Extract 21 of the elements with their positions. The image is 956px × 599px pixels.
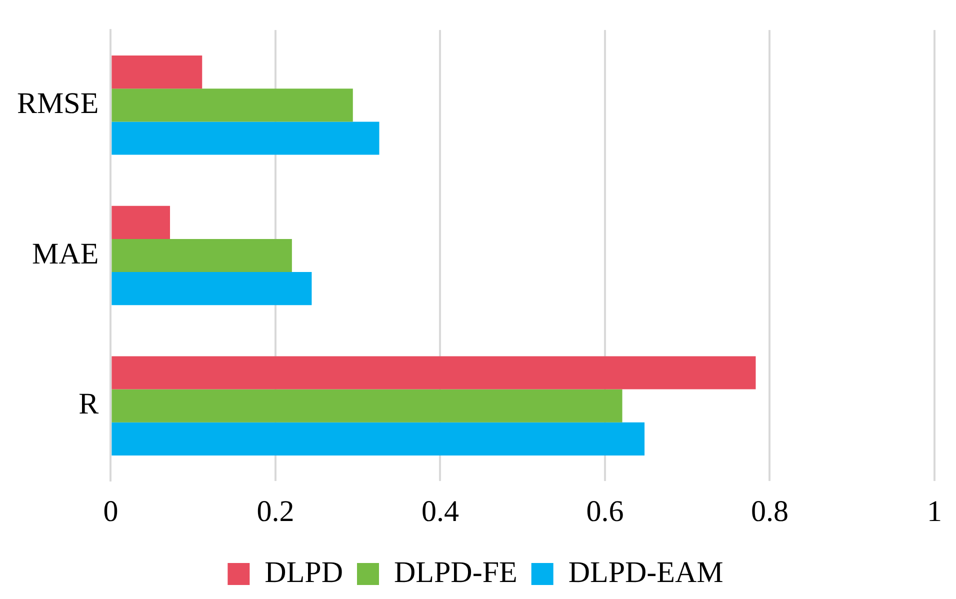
bar bbox=[112, 389, 622, 422]
bar bbox=[112, 56, 202, 89]
legend-label: DLPD-FE bbox=[394, 556, 518, 589]
y-tick-label: R bbox=[78, 388, 99, 421]
bar bbox=[112, 206, 170, 239]
x-tick-label: 0.4 bbox=[421, 494, 459, 528]
bar bbox=[112, 88, 353, 122]
y-tick-label: MAE bbox=[32, 237, 99, 270]
bar bbox=[112, 356, 756, 390]
bar bbox=[112, 238, 292, 272]
bar bbox=[112, 272, 312, 306]
legend-label: DLPD-EAM bbox=[568, 556, 724, 589]
bar bbox=[112, 122, 380, 155]
x-tick-label: 0.8 bbox=[750, 494, 788, 528]
x-tick-label: 0 bbox=[103, 494, 118, 528]
x-tick-label: 1 bbox=[927, 494, 942, 528]
x-tick-label: 0.6 bbox=[586, 494, 624, 528]
bar bbox=[112, 422, 645, 456]
x-tick-label: 0.2 bbox=[256, 494, 294, 528]
y-tick-label: RMSE bbox=[16, 87, 99, 120]
legend-label: DLPD bbox=[264, 556, 344, 589]
